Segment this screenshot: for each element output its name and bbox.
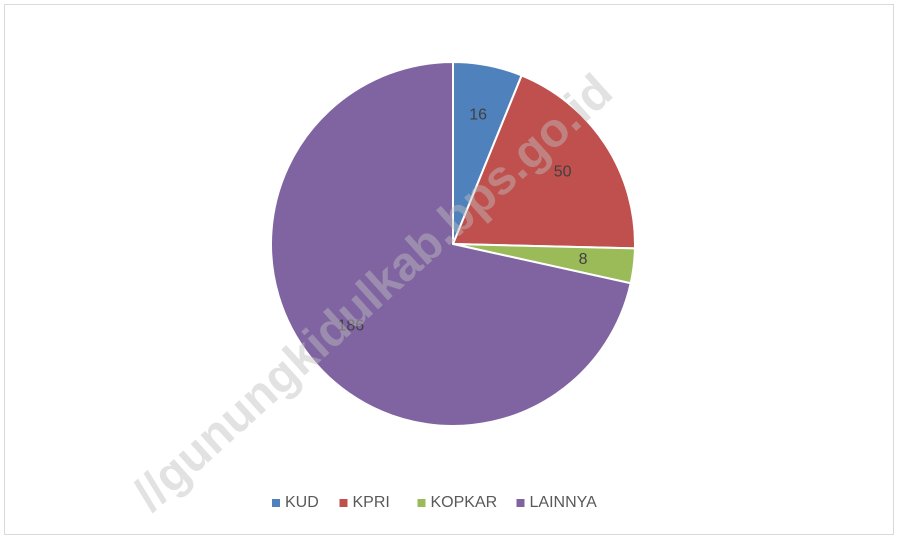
pie: 16 50 8 186 — [270, 60, 636, 427]
pie-slice — [270, 60, 632, 427]
legend-label: KOPKAR — [431, 494, 498, 511]
legend: KUD KPRI KOPKAR LAINNYA — [272, 494, 597, 511]
legend-swatch — [417, 499, 426, 507]
data-label: 186 — [337, 317, 364, 334]
data-label: 50 — [554, 163, 572, 180]
legend-swatch — [272, 499, 280, 507]
pie-slice — [451, 74, 636, 250]
legend-swatch — [339, 499, 348, 507]
legend-label: KPRI — [353, 494, 390, 511]
legend-swatch — [516, 499, 525, 507]
legend-label: KUD — [285, 494, 319, 511]
legend-label: LAINNYA — [530, 494, 598, 511]
data-label: 8 — [579, 251, 588, 268]
data-label: 16 — [469, 107, 487, 124]
